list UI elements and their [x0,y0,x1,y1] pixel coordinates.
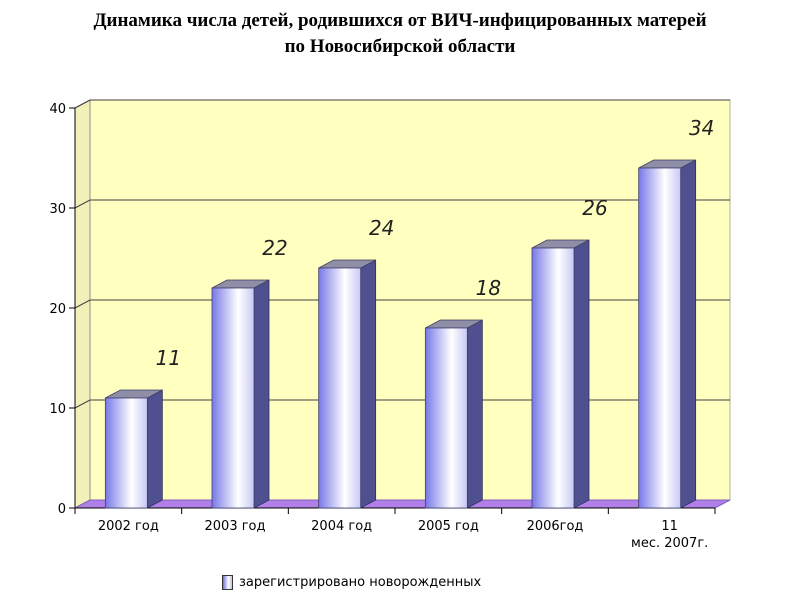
x-tick-label: 2005 год [418,519,479,534]
floor [74,499,731,509]
y-tick-label: 30 [49,202,66,217]
data-label: 34 [689,116,714,140]
gridline [74,199,730,209]
legend-label: зарегистрировано новорожденных [239,575,482,590]
bar [318,267,362,509]
bar-side [253,279,270,509]
bar [531,247,575,509]
x-tick-label: 2002 год [98,519,159,534]
y-tick-label: 10 [49,402,66,417]
chart-title: Динамика числа детей, родившихся от ВИЧ-… [0,8,800,60]
data-label: 18 [476,276,501,300]
bar [104,397,148,509]
x-tick-label: мес. 2007г. [631,536,708,551]
data-label: 26 [582,196,607,220]
bar-side [573,239,590,509]
x-tick-label: 2004 год [311,519,372,534]
chart-title-line-1: Динамика числа детей, родившихся от ВИЧ-… [93,10,707,31]
x-tick-label: 11 [661,519,678,534]
gridline [74,399,730,409]
y-tick-label: 0 [58,502,66,517]
gridline [74,99,730,109]
bar-side [360,259,377,509]
y-tick-label: 40 [49,102,66,117]
legend: зарегистрировано новорожденных [222,575,481,590]
bar [424,327,468,509]
x-tick-label: 2006год [527,519,584,534]
data-label: 22 [262,236,287,260]
bar-side [466,319,483,509]
chart-title-line-2: по Новосибирской области [284,36,516,57]
x-tick-label: 2003 год [205,519,266,534]
data-label: 24 [369,216,394,240]
y-tick-label: 20 [49,302,66,317]
bar [211,287,255,509]
bar [638,167,682,509]
bar-side [680,159,697,509]
bar-side [146,389,163,509]
gridline [74,299,730,309]
data-label: 11 [156,346,181,370]
legend-swatch [222,575,233,590]
